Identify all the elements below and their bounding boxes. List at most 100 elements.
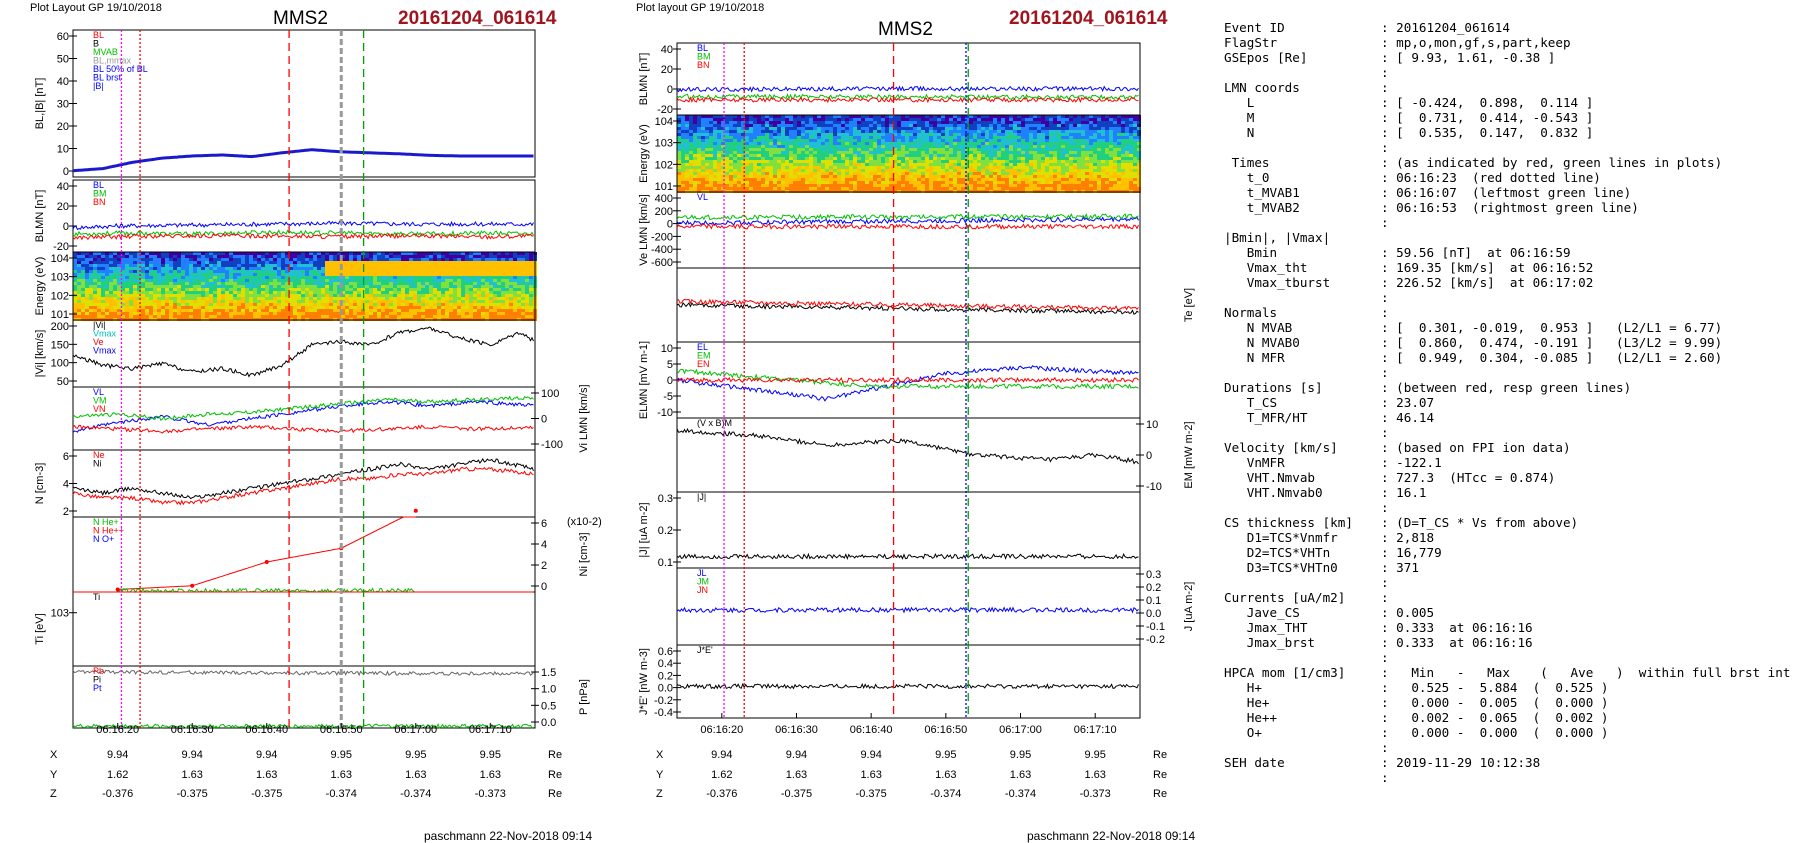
spectrogram-cell [717, 181, 721, 184]
spectrogram-cell [693, 172, 697, 175]
spectrogram-cell [717, 169, 721, 172]
spectrogram-cell [853, 136, 857, 139]
spectrogram-cell [825, 139, 829, 142]
spectrogram-cell [745, 163, 749, 166]
spectrogram-cell [913, 181, 917, 184]
spectrogram-cell [913, 130, 917, 133]
spectrogram-cell [873, 142, 877, 145]
spectrogram-cell [981, 127, 985, 130]
spectrogram-cell [945, 127, 949, 130]
spectrogram-cell [697, 148, 701, 151]
spectrogram-cell [869, 130, 873, 133]
spectrogram-cell [701, 142, 705, 145]
spectrogram-cell [865, 142, 869, 145]
spectrogram-cell [825, 166, 829, 169]
spectrogram-cell [817, 148, 821, 151]
spectrogram-cell [697, 160, 701, 163]
spectrogram-cell [957, 124, 961, 127]
spectrogram-cell [761, 184, 765, 187]
spectrogram-cell [773, 130, 777, 133]
spectrogram-cell [961, 118, 965, 121]
spectrogram-cell [921, 163, 925, 166]
spectrogram-cell [709, 178, 713, 181]
spectrogram-cell [749, 136, 753, 139]
spectrogram-cell [789, 184, 793, 187]
spectrogram-cell [677, 154, 681, 157]
spectrogram-cell [969, 160, 973, 163]
spectrogram-cell [901, 157, 905, 160]
spectrogram-cell [985, 151, 989, 154]
spectrogram-cell [697, 127, 701, 130]
spectrogram-cell [753, 160, 757, 163]
spectrogram-cell [917, 145, 921, 148]
spectrogram-cell [841, 136, 845, 139]
spectrogram-cell [989, 142, 993, 145]
spectrogram-cell [941, 139, 945, 142]
spectrogram-cell [937, 175, 941, 178]
spectrogram-cell [745, 151, 749, 154]
spectrogram-cell [929, 118, 933, 121]
spectrogram-cell [913, 163, 917, 166]
spectrogram-cell [697, 157, 701, 160]
spectrogram-cell [781, 175, 785, 178]
spectrogram-cell [985, 133, 989, 136]
spectrogram-cell [833, 151, 837, 154]
spectrogram-cell [997, 163, 1001, 166]
spectrogram-cell [949, 139, 953, 142]
spectrogram-cell [937, 124, 941, 127]
spectrogram-cell [881, 184, 885, 187]
spectrogram-cell [881, 187, 885, 190]
spectrogram-cell [785, 154, 789, 157]
spectrogram-cell [785, 181, 789, 184]
spectrogram-cell [885, 145, 889, 148]
spectrogram-cell [889, 163, 893, 166]
spectrogram-cell [889, 169, 893, 172]
spectrogram-cell [925, 139, 929, 142]
spectrogram-cell [957, 136, 961, 139]
spectrogram-cell [945, 178, 949, 181]
spectrogram-cell [793, 118, 797, 121]
spectrogram-cell [761, 166, 765, 169]
spectrogram-cell [805, 178, 809, 181]
spectrogram-cell [753, 130, 757, 133]
spectrogram-cell [785, 118, 789, 121]
spectrogram-cell [685, 163, 689, 166]
spectrogram-cell [969, 181, 973, 184]
spectrogram-cell [749, 160, 753, 163]
spectrogram-cell [945, 187, 949, 190]
spectrogram-cell [989, 127, 993, 130]
spectrogram-cell [897, 121, 901, 124]
spectrogram-cell [765, 169, 769, 172]
spectrogram-cell [917, 175, 921, 178]
spectrogram-cell [769, 142, 773, 145]
spectrogram-cell [801, 181, 805, 184]
spectrogram-cell [813, 166, 817, 169]
spectrogram-cell [973, 169, 977, 172]
spectrogram-cell [749, 178, 753, 181]
spectrogram-cell [909, 121, 913, 124]
spectrogram-cell [753, 181, 757, 184]
spectrogram-cell [961, 187, 965, 190]
spectrogram-cell [937, 187, 941, 190]
spectrogram-cell [729, 184, 733, 187]
spectrogram-cell [893, 130, 897, 133]
spectrogram-cell [985, 127, 989, 130]
spectrogram-cell [793, 163, 797, 166]
spectrogram-cell [805, 154, 809, 157]
spectrogram-cell [913, 148, 917, 151]
spectrogram-cell [873, 148, 877, 151]
spectrogram-cell [677, 181, 681, 184]
spectrogram-cell [757, 145, 761, 148]
spectrogram-cell [961, 139, 965, 142]
spectrogram-cell [961, 172, 965, 175]
spectrogram-cell [941, 154, 945, 157]
spectrogram-cell [909, 139, 913, 142]
spectrogram-cell [889, 121, 893, 124]
spectrogram-cell [753, 187, 757, 190]
spectrogram-cell [917, 154, 921, 157]
spectrogram-cell [869, 142, 873, 145]
spectrogram-cell [769, 184, 773, 187]
spectrogram-cell [713, 136, 717, 139]
spectrogram-cell [825, 124, 829, 127]
spectrogram-cell [937, 184, 941, 187]
